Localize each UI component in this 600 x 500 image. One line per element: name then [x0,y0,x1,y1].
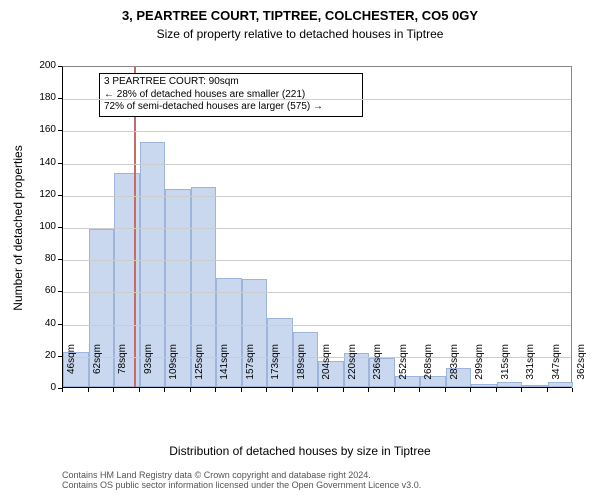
x-tick-mark [241,388,242,392]
y-tick-mark [58,66,62,67]
x-tick-label: 236sqm [372,344,383,394]
x-tick-label: 268sqm [423,344,434,394]
y-tick-mark [58,130,62,131]
x-tick-mark [343,388,344,392]
x-tick-label: 46sqm [66,344,77,394]
x-tick-label: 204sqm [321,344,332,394]
x-tick-label: 189sqm [296,344,307,394]
annotation-line3: 72% of semi-detached houses are larger (… [104,101,358,114]
x-tick-mark [190,388,191,392]
gridline [63,164,571,165]
x-tick-mark [62,388,63,392]
y-tick-mark [58,163,62,164]
x-tick-mark [445,388,446,392]
gridline [63,196,571,197]
x-tick-label: 299sqm [474,344,485,394]
x-tick-mark [139,388,140,392]
y-tick-label: 200 [28,60,56,71]
x-tick-mark [164,388,165,392]
y-tick-label: 160 [28,124,56,135]
x-tick-label: 283sqm [449,344,460,394]
y-tick-label: 100 [28,221,56,232]
gridline [63,292,571,293]
y-axis-label: Number of detached properties [11,67,25,389]
x-axis-label: Distribution of detached houses by size … [0,444,600,458]
footer-line2: Contains OS public sector information li… [62,480,421,490]
histogram-chart: 3, PEARTREE COURT, TIPTREE, COLCHESTER, … [0,0,600,500]
x-tick-label: 347sqm [551,344,562,394]
x-tick-mark [572,388,573,392]
y-tick-label: 0 [28,382,56,393]
footer-line1: Contains HM Land Registry data © Crown c… [62,470,421,480]
x-tick-mark [215,388,216,392]
y-tick-label: 80 [28,253,56,264]
x-tick-label: 141sqm [219,344,230,394]
x-tick-label: 62sqm [92,344,103,394]
x-tick-mark [470,388,471,392]
x-tick-label: 125sqm [194,344,205,394]
gridline [63,357,571,358]
annotation-line1: 3 PEARTREE COURT: 90sqm [104,76,358,89]
x-tick-label: 362sqm [576,344,587,394]
y-tick-label: 20 [28,350,56,361]
x-tick-label: 315sqm [500,344,511,394]
y-tick-label: 140 [28,157,56,168]
x-tick-label: 173sqm [270,344,281,394]
annotation-box: 3 PEARTREE COURT: 90sqm ← 28% of detache… [99,73,363,117]
x-tick-label: 78sqm [117,344,128,394]
y-tick-label: 60 [28,285,56,296]
x-tick-mark [266,388,267,392]
y-tick-label: 180 [28,92,56,103]
footer: Contains HM Land Registry data © Crown c… [62,470,421,490]
x-tick-mark [547,388,548,392]
y-tick-mark [58,227,62,228]
x-tick-label: 93sqm [143,344,154,394]
x-tick-mark [394,388,395,392]
y-tick-label: 40 [28,318,56,329]
gridline [63,131,571,132]
x-tick-mark [113,388,114,392]
y-tick-mark [58,291,62,292]
x-tick-mark [521,388,522,392]
chart-title: 3, PEARTREE COURT, TIPTREE, COLCHESTER, … [0,8,600,23]
gridline [63,228,571,229]
x-tick-label: 157sqm [245,344,256,394]
x-tick-mark [368,388,369,392]
x-tick-label: 252sqm [398,344,409,394]
y-tick-mark [58,259,62,260]
x-tick-label: 109sqm [168,344,179,394]
x-tick-label: 331sqm [525,344,536,394]
x-tick-mark [496,388,497,392]
gridline [63,260,571,261]
x-tick-label: 220sqm [347,344,358,394]
x-tick-mark [419,388,420,392]
gridline [63,99,571,100]
x-tick-mark [317,388,318,392]
y-tick-mark [58,356,62,357]
x-tick-mark [88,388,89,392]
x-tick-mark [292,388,293,392]
y-tick-mark [58,324,62,325]
gridline [63,325,571,326]
chart-subtitle: Size of property relative to detached ho… [0,27,600,41]
y-tick-mark [58,195,62,196]
plot-area: 3 PEARTREE COURT: 90sqm ← 28% of detache… [62,66,572,388]
y-tick-label: 120 [28,189,56,200]
y-tick-mark [58,98,62,99]
